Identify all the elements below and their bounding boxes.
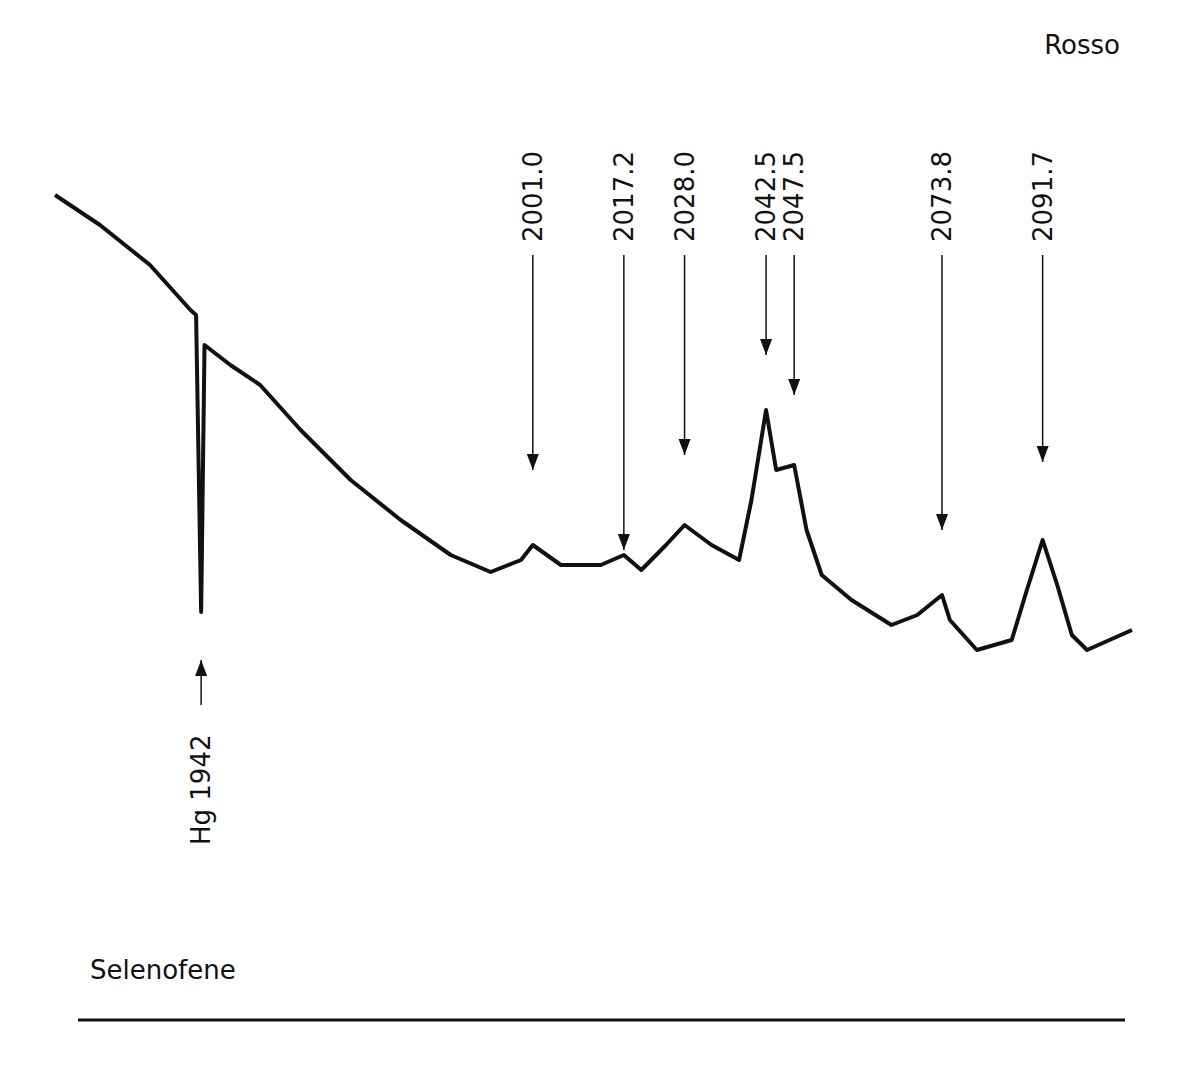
- svg-text:2073.8: 2073.8: [927, 151, 957, 242]
- svg-text:Hg 1942: Hg 1942: [186, 735, 216, 846]
- svg-text:2001.0: 2001.0: [518, 151, 548, 242]
- svg-text:2047.5: 2047.5: [779, 151, 809, 242]
- svg-text:2028.0: 2028.0: [670, 151, 700, 242]
- svg-text:Selenofene: Selenofene: [90, 955, 236, 985]
- svg-text:Rosso: Rosso: [1044, 30, 1120, 60]
- svg-text:2091.7: 2091.7: [1028, 151, 1058, 242]
- svg-text:2042.5: 2042.5: [751, 151, 781, 242]
- svg-text:2017.2: 2017.2: [609, 151, 639, 242]
